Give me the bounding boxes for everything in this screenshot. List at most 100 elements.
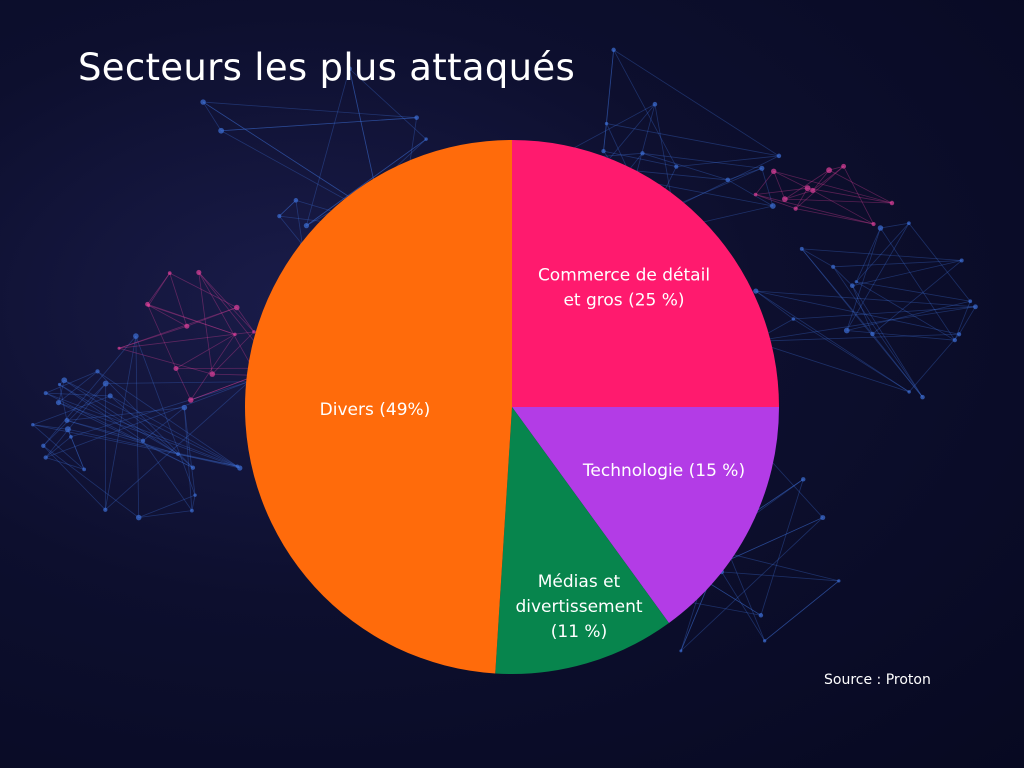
network-node <box>804 185 811 192</box>
network-node <box>801 477 806 482</box>
network-node <box>209 371 216 377</box>
network-line <box>812 190 874 225</box>
network-line <box>755 290 910 393</box>
network-node <box>167 271 172 275</box>
network-node <box>793 206 798 211</box>
network-node <box>753 192 758 197</box>
network-line <box>175 368 192 401</box>
network-node <box>854 280 858 284</box>
network-line <box>45 436 72 458</box>
network-line <box>66 407 185 421</box>
network-node <box>799 246 804 251</box>
network-line <box>812 166 844 191</box>
source-note: Source : Proton <box>824 672 931 688</box>
network-node <box>303 223 310 229</box>
network-line <box>45 457 85 470</box>
network-line <box>64 379 179 455</box>
network-line <box>753 333 960 342</box>
network-line <box>119 331 254 349</box>
network-node <box>920 394 925 400</box>
network-node <box>135 514 142 521</box>
network-line <box>64 379 240 469</box>
slice-label: Technologie (15 %) <box>582 461 745 481</box>
network-line <box>880 222 909 229</box>
network-line <box>846 300 971 331</box>
network-node <box>43 391 48 396</box>
network-node <box>843 327 850 334</box>
network-line <box>846 330 955 341</box>
network-line <box>801 248 962 261</box>
network-line <box>97 371 194 468</box>
network-node <box>424 137 428 141</box>
network-node <box>652 101 658 107</box>
network-node <box>959 258 964 263</box>
network-line <box>721 571 765 642</box>
network-line <box>784 190 813 200</box>
network-line <box>603 123 607 152</box>
network-line <box>147 304 177 369</box>
network-line <box>828 169 893 204</box>
network-node <box>674 164 679 169</box>
network-node <box>57 382 62 387</box>
network-line <box>801 248 834 268</box>
network-line <box>66 420 144 442</box>
network-node <box>604 121 609 126</box>
network-line <box>198 272 257 376</box>
network-node <box>145 301 150 307</box>
network-node <box>184 323 190 329</box>
network-line <box>110 395 238 467</box>
network-line <box>880 227 956 341</box>
network-line <box>801 248 923 398</box>
network-line <box>279 200 297 217</box>
network-line <box>58 402 194 469</box>
network-line <box>32 395 111 426</box>
network-node <box>849 283 855 289</box>
network-line <box>211 331 255 375</box>
network-line <box>202 101 222 131</box>
network-node <box>200 99 206 105</box>
network-line <box>118 325 187 349</box>
network-node <box>776 153 782 159</box>
network-line <box>148 305 236 335</box>
network-line <box>67 428 238 467</box>
network-line <box>236 307 255 333</box>
network-line <box>306 68 350 226</box>
network-line <box>680 517 824 652</box>
network-node <box>611 47 616 53</box>
network-node <box>107 393 113 399</box>
network-line <box>306 138 427 226</box>
network-node <box>871 221 876 227</box>
network-node <box>293 198 299 203</box>
network-line <box>105 381 249 384</box>
network-line <box>721 571 839 582</box>
network-line <box>59 384 179 455</box>
network-line <box>755 290 960 335</box>
network-line <box>852 285 923 398</box>
network-node <box>837 579 841 583</box>
network-line <box>795 187 808 209</box>
network-node <box>640 151 645 156</box>
network-line <box>755 290 976 308</box>
network-node <box>782 196 788 202</box>
network-line <box>58 371 98 403</box>
network-line <box>183 407 193 511</box>
network-line <box>764 580 840 642</box>
network-line <box>45 392 111 397</box>
network-line <box>32 424 85 470</box>
network-line <box>755 290 794 320</box>
network-node <box>117 346 121 350</box>
network-line <box>773 171 786 200</box>
network-line <box>728 553 766 641</box>
network-node <box>414 115 419 120</box>
network-line <box>203 101 417 119</box>
network-node <box>173 366 179 372</box>
network-line <box>843 166 874 225</box>
network-line <box>43 445 106 511</box>
network-line <box>349 68 427 140</box>
network-line <box>606 123 780 157</box>
network-node <box>791 317 796 321</box>
network-line <box>59 384 68 421</box>
network-line <box>784 198 892 204</box>
network-line <box>851 285 873 335</box>
